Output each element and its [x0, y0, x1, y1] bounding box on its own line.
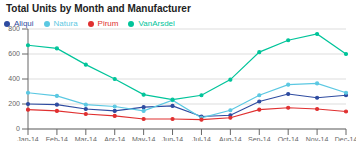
svg-text:200: 200: [8, 100, 20, 107]
svg-text:Oct-14: Oct-14: [278, 136, 299, 141]
svg-text:Dec-14: Dec-14: [335, 136, 356, 141]
svg-text:Aug-14: Aug-14: [219, 136, 242, 141]
svg-text:Jan-14: Jan-14: [17, 136, 39, 141]
svg-text:600: 600: [8, 50, 20, 57]
svg-text:Jul-14: Jul-14: [192, 136, 211, 141]
html-text:Total Units by Month and Manuf: Total Units by Month and Manufacturer: [6, 3, 191, 14]
svg-text:Apr-14: Apr-14: [104, 136, 125, 141]
svg-text:0: 0: [16, 125, 20, 132]
svg-text:Jun-14: Jun-14: [162, 136, 184, 141]
svg-text:May-14: May-14: [132, 136, 155, 141]
html-text:VanArsdel: VanArsdel: [138, 19, 175, 28]
svg-text:800: 800: [8, 25, 20, 32]
svg-text:Sep-14: Sep-14: [248, 136, 271, 141]
html-text:Aliqui: Aliqui: [14, 19, 34, 28]
svg-text:Feb-14: Feb-14: [46, 136, 68, 141]
svg-text:Nov-14: Nov-14: [306, 136, 329, 141]
svg-text:400: 400: [8, 75, 20, 82]
html-text:Natura: Natura: [53, 19, 78, 28]
html-text:Pirum: Pirum: [97, 19, 119, 28]
svg-text:Mar-14: Mar-14: [75, 136, 97, 141]
